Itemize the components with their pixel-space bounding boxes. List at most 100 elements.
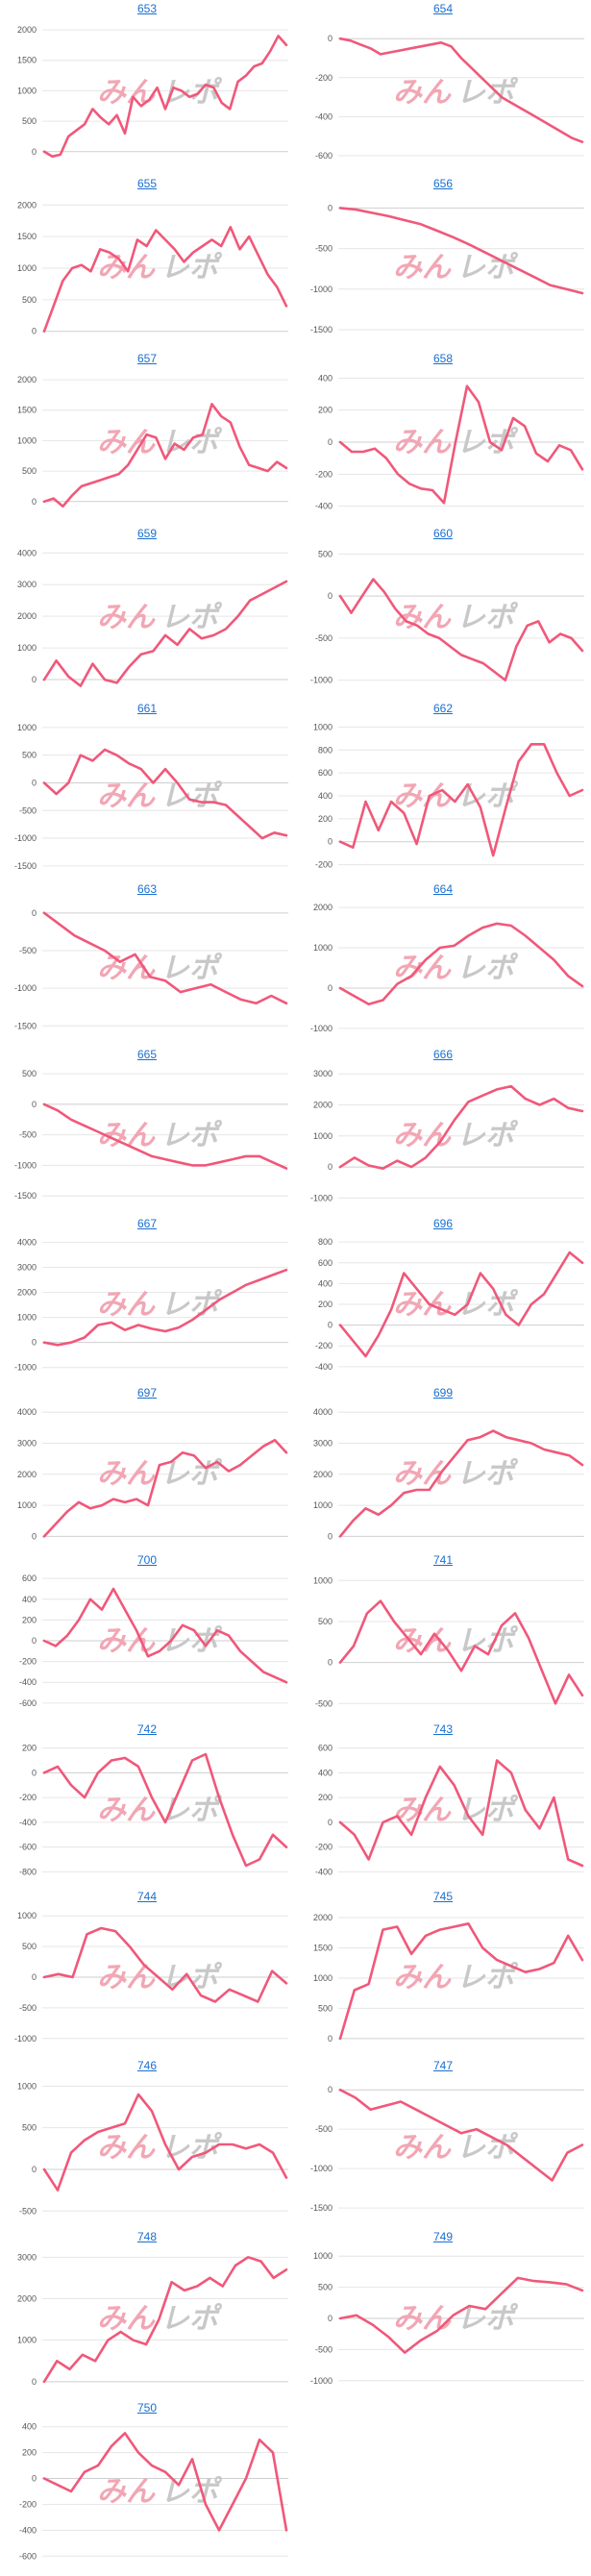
y-tick-label: -600 bbox=[19, 1843, 37, 1852]
series-line bbox=[338, 1251, 584, 1358]
watermark-part1: みん bbox=[97, 2476, 156, 2508]
y-tick-label: -200 bbox=[315, 73, 332, 83]
chart-667: 667 4000 3000 2000 1000 0 -1000 みん レポ bbox=[0, 1215, 294, 1380]
y-tick-label: 0 bbox=[32, 778, 37, 787]
y-tick-label: 1000 bbox=[17, 2081, 37, 2091]
y-tick-label: 2000 bbox=[17, 2293, 37, 2303]
y-tick-label: -500 bbox=[19, 946, 37, 955]
chart-title-link[interactable]: 743 bbox=[432, 1722, 454, 1736]
watermark-logo: みん レポ bbox=[393, 2132, 519, 2164]
chart-title-link[interactable]: 745 bbox=[432, 1890, 454, 1903]
chart-title-link[interactable]: 663 bbox=[136, 882, 158, 896]
chart-title-link[interactable]: 666 bbox=[432, 1048, 454, 1061]
y-tick-label: -400 bbox=[19, 2525, 37, 2535]
chart-title-link[interactable]: 696 bbox=[432, 1217, 454, 1230]
watermark-part1: みん bbox=[97, 77, 156, 109]
chart-title-link[interactable]: 700 bbox=[136, 1553, 158, 1567]
y-tick-label: 200 bbox=[22, 1744, 37, 1753]
watermark-part2: レポ bbox=[160, 953, 223, 984]
watermark-part2: レポ bbox=[160, 2476, 223, 2508]
chart-title-link[interactable]: 741 bbox=[432, 1553, 454, 1567]
series-line bbox=[42, 2432, 288, 2532]
y-tick-label: 1000 bbox=[17, 86, 37, 95]
y-tick-label: 4000 bbox=[313, 1407, 332, 1417]
y-tick-label: 1000 bbox=[17, 723, 37, 732]
series-line bbox=[42, 580, 288, 687]
chart-title-link[interactable]: 749 bbox=[432, 2230, 454, 2243]
watermark-part1: みん bbox=[393, 2303, 452, 2335]
watermark-part1: みん bbox=[97, 427, 156, 458]
y-tick-label: 3000 bbox=[17, 1263, 37, 1273]
series-line bbox=[42, 1102, 288, 1170]
chart-title-link[interactable]: 662 bbox=[432, 702, 454, 715]
chart-title-link[interactable]: 661 bbox=[136, 702, 158, 715]
series-line bbox=[338, 207, 584, 295]
y-tick-label: 4000 bbox=[17, 548, 37, 557]
chart-title-link[interactable]: 658 bbox=[432, 352, 454, 365]
series-line bbox=[42, 1752, 288, 1868]
chart-title-link[interactable]: 667 bbox=[136, 1217, 158, 1230]
series-line bbox=[42, 1268, 288, 1347]
chart-title-link[interactable]: 699 bbox=[432, 1386, 454, 1399]
chart-plot: 4000 3000 2000 1000 0 みん レポ bbox=[313, 1407, 584, 1541]
chart-title-link[interactable]: 656 bbox=[432, 177, 454, 190]
y-tick-label: 0 bbox=[328, 1658, 332, 1668]
watermark-part1: みん bbox=[97, 1289, 156, 1321]
y-tick-label: 500 bbox=[22, 295, 37, 305]
y-tick-label: 500 bbox=[318, 1617, 332, 1626]
chart-plot: 3000 2000 1000 0 みん レポ bbox=[17, 2252, 288, 2387]
chart-title-link[interactable]: 742 bbox=[136, 1722, 158, 1736]
y-tick-label: 1500 bbox=[313, 1943, 332, 1952]
series-line bbox=[42, 1438, 288, 1538]
chart-title-link[interactable]: 748 bbox=[136, 2230, 158, 2243]
y-tick-label: -200 bbox=[19, 2499, 37, 2509]
y-tick-label: 200 bbox=[318, 814, 332, 824]
chart-title-link[interactable]: 746 bbox=[136, 2059, 158, 2072]
y-tick-label: -200 bbox=[19, 1793, 37, 1802]
chart-658: 658 400 200 0 -200 -400 みん レポ bbox=[296, 350, 590, 521]
y-tick-label: 2000 bbox=[313, 1101, 332, 1110]
chart-title-link[interactable]: 653 bbox=[136, 2, 158, 15]
y-tick-label: 1000 bbox=[313, 1131, 332, 1141]
y-tick-label: 2000 bbox=[17, 25, 37, 35]
y-tick-label: -800 bbox=[19, 1867, 37, 1876]
series-line bbox=[42, 911, 288, 1005]
chart-title-link[interactable]: 697 bbox=[136, 1386, 158, 1399]
watermark-part2: レポ bbox=[160, 602, 223, 633]
y-tick-label: 2000 bbox=[313, 903, 332, 912]
chart-title-link[interactable]: 654 bbox=[432, 2, 454, 15]
chart-title-link[interactable]: 657 bbox=[136, 352, 158, 365]
watermark-part1: みん bbox=[393, 2132, 452, 2164]
y-tick-label: 400 bbox=[22, 2422, 37, 2432]
chart-title-link[interactable]: 665 bbox=[136, 1048, 158, 1061]
series-line bbox=[338, 384, 584, 505]
series-line bbox=[338, 1759, 584, 1868]
y-tick-label: -200 bbox=[315, 860, 332, 870]
y-tick-label: 0 bbox=[32, 327, 37, 336]
series-line bbox=[338, 1921, 584, 2041]
watermark-logo: みん レポ bbox=[97, 1120, 223, 1152]
chart-749: 749 1000 500 0 -500 -1000 みん レポ bbox=[296, 2228, 590, 2395]
chart-title-link[interactable]: 750 bbox=[136, 2401, 158, 2415]
y-tick-label: 1000 bbox=[17, 1500, 37, 1510]
chart-title-link[interactable]: 660 bbox=[432, 527, 454, 540]
chart-title-link[interactable]: 744 bbox=[136, 1890, 158, 1903]
chart-plot: 1000 800 600 400 200 0 -200 みん レポ bbox=[313, 722, 584, 870]
watermark-part1: みん bbox=[393, 1458, 452, 1490]
y-tick-label: 0 bbox=[32, 1100, 37, 1109]
y-tick-label: 0 bbox=[32, 497, 37, 507]
chart-title-link[interactable]: 664 bbox=[432, 882, 454, 896]
chart-title-link[interactable]: 747 bbox=[432, 2059, 454, 2072]
y-tick-label: 3000 bbox=[313, 1069, 332, 1078]
chart-656: 656 0 -500 -1000 -1500 みん レポ bbox=[296, 175, 590, 346]
y-tick-label: 200 bbox=[22, 2448, 37, 2458]
watermark-logo: みん レポ bbox=[97, 2303, 223, 2335]
chart-title-link[interactable]: 659 bbox=[136, 527, 158, 540]
y-tick-label: -1000 bbox=[14, 833, 37, 843]
chart-plot: 0 -500 -1000 -1500 みん レポ bbox=[310, 2085, 584, 2213]
chart-plot: 500 0 -500 -1000 -1500 みん レポ bbox=[14, 1069, 288, 1201]
y-tick-label: 0 bbox=[328, 1321, 332, 1330]
chart-title-link[interactable]: 655 bbox=[136, 177, 158, 190]
